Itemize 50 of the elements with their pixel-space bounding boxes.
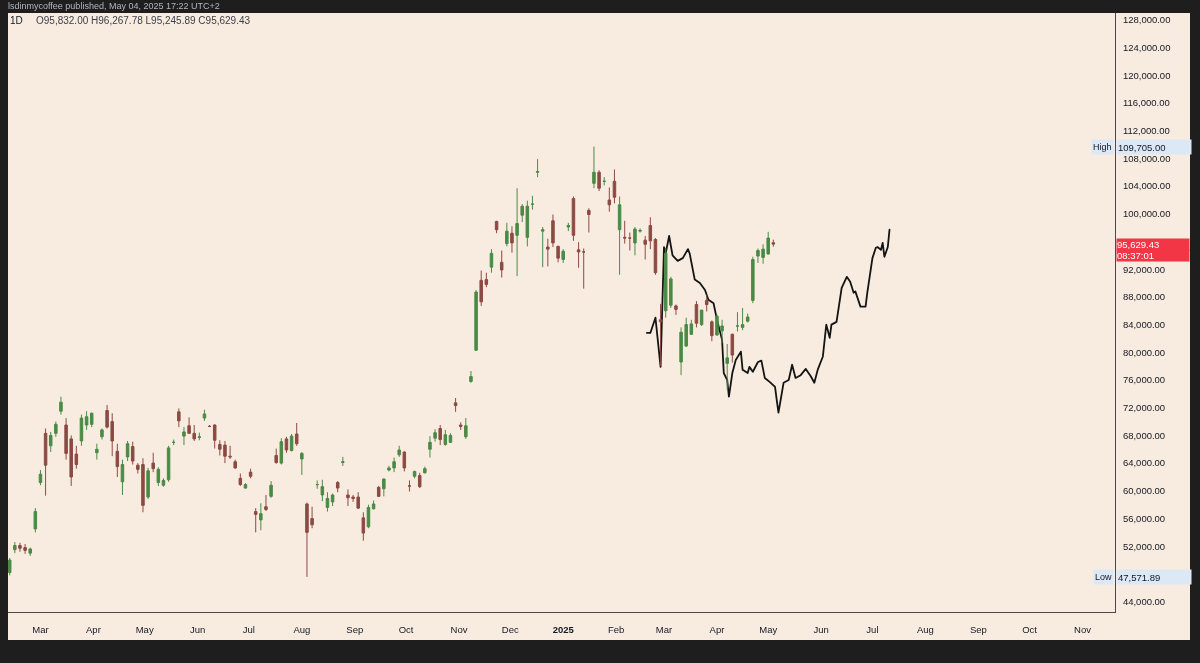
x-tick-label: May	[135, 624, 154, 636]
text: lsdinmycoffee published, May 04, 2025 17:22 UTC+2	[8, 1, 220, 11]
x-tick-label: Jun	[813, 624, 829, 636]
chart-title: 1D	[10, 14, 23, 26]
x-tick-label: Mar	[32, 624, 49, 636]
y-tick-label: 108,000.00	[1122, 152, 1171, 164]
x-tick-label: Sep	[346, 624, 364, 636]
y-tick-label: 60,000.00	[1122, 485, 1166, 497]
text: 47,571.89	[1118, 571, 1161, 583]
x-tick-label: 2025	[552, 624, 575, 636]
x-tick-label: Jun	[189, 624, 206, 636]
y-tick-label: 76,000.00	[1122, 374, 1166, 386]
y-tick-label: 92,000.00	[1122, 263, 1166, 275]
y-tick-label: 112,000.00	[1122, 125, 1170, 137]
y-tick-label: 64,000.00	[1122, 457, 1166, 469]
chart-subtitle: O95,832.00 H96,267.78 L95,245.89 C95,629.43	[36, 15, 251, 26]
x-tick-label: Oct	[1022, 624, 1038, 636]
x-tick-label: Oct	[398, 624, 414, 636]
y-tick-label: 52,000.00	[1122, 540, 1166, 552]
y-tick-label: 56,000.00	[1122, 512, 1166, 524]
x-tick-label: Apr	[709, 624, 725, 636]
x-tick-label: Jul	[866, 624, 879, 636]
x-tick-label: Jul	[242, 624, 255, 636]
annotation: Low	[1095, 572, 1113, 582]
annotation: High	[1093, 142, 1112, 152]
x-tick-label: Sep	[969, 624, 987, 636]
y-tick-label: 88,000.00	[1122, 291, 1166, 303]
y-tick-label: 116,000.00	[1122, 97, 1170, 109]
y-tick-label: 104,000.00	[1122, 180, 1171, 192]
y-tick-label: 44,000.00	[1122, 595, 1166, 607]
x-tick-label: Feb	[607, 624, 625, 636]
y-tick-label: 72,000.00	[1122, 402, 1166, 414]
y-tick-label: 68,000.00	[1122, 429, 1166, 441]
y-tick-label: 128,000.00	[1122, 14, 1171, 26]
x-tick-label: Mar	[655, 624, 673, 636]
y-tick-label: 84,000.00	[1122, 318, 1166, 330]
text: 08:37:01	[1117, 250, 1154, 261]
text: 109,705.00	[1118, 141, 1166, 153]
y-tick-label: 80,000.00	[1122, 346, 1166, 358]
x-tick-label: Nov	[450, 624, 468, 636]
x-tick-label: Dec	[501, 624, 519, 636]
text: 95,629.43	[1117, 239, 1160, 250]
x-tick-label: May	[759, 624, 778, 636]
y-tick-label: 124,000.00	[1122, 41, 1171, 53]
x-tick-label: Aug	[916, 624, 934, 636]
x-tick-label: Nov	[1074, 624, 1092, 636]
y-tick-label: 120,000.00	[1122, 69, 1171, 81]
x-tick-label: Aug	[293, 624, 311, 636]
x-tick-label: Apr	[86, 624, 101, 636]
y-tick-label: 100,000.00	[1122, 208, 1171, 220]
